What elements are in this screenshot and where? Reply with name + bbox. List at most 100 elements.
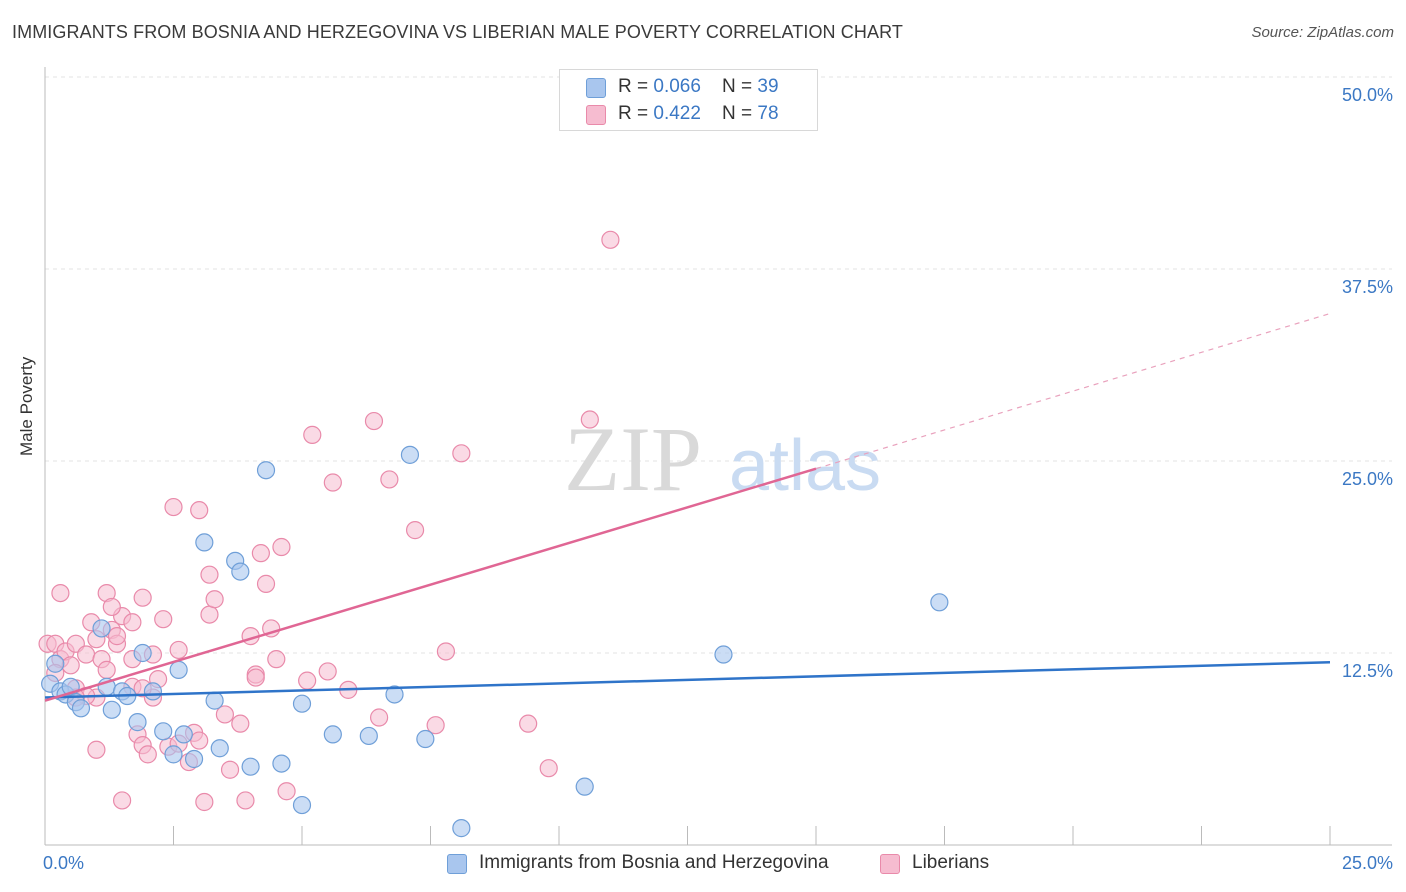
- liberians-point-13: [133, 588, 152, 607]
- bosnia-point-29: [292, 694, 312, 713]
- liberians-point-63: [200, 565, 219, 584]
- y-tick-label-3: 50.0%: [1342, 85, 1393, 105]
- tick-labels: 12.5% 25.0% 37.5% 50.0% 0.0% 25.0%: [43, 85, 1393, 873]
- bosnia-point-22: [210, 739, 229, 758]
- bosnia-point-13: [133, 643, 152, 663]
- bosnia-point-14: [143, 682, 163, 701]
- liberians-point-66: [87, 740, 106, 759]
- liberians-point-48: [303, 425, 322, 444]
- chart-title: IMMIGRANTS FROM BOSNIA AND HERZEGOVINA V…: [12, 22, 903, 42]
- liberians-point-71: [215, 705, 234, 724]
- bosnia-point-38: [930, 593, 949, 612]
- liberians-point-37: [220, 760, 240, 779]
- bosnia-point-28: [292, 795, 312, 815]
- liberians-point-12: [123, 613, 142, 632]
- liberians-point-53: [380, 470, 399, 489]
- y-tick-label-2: 37.5%: [1342, 277, 1393, 297]
- bosnia-point-36: [575, 777, 594, 796]
- liberians-point-15: [61, 656, 80, 675]
- liberians-point-36: [205, 590, 224, 609]
- bosnia-point-26: [256, 461, 276, 480]
- liberians-point-33: [190, 731, 209, 750]
- legend-swatch-blue: [586, 78, 606, 98]
- liberians-point-45: [272, 537, 291, 557]
- bottom-legend-blue-label: Immigrants from Bosnia and Herzegovina: [479, 852, 829, 873]
- liberians-point-74: [51, 583, 70, 603]
- legend-blue-n-label: N =: [722, 76, 758, 97]
- legend-blue-r-label: R =: [618, 76, 654, 97]
- liberians-point-34: [195, 792, 214, 812]
- liberians-point-72: [246, 668, 265, 687]
- bosnia-point-37: [714, 645, 733, 664]
- bosnia-point-27: [272, 754, 291, 773]
- liberians-point-62: [190, 501, 209, 520]
- liberians-point-39: [236, 791, 255, 810]
- liberians-point-61: [601, 230, 620, 249]
- bosnia-point-15: [154, 722, 173, 741]
- legend-blue-r-value: 0.066: [653, 76, 701, 97]
- liberians-point-42: [251, 544, 270, 563]
- y-tick-label-1: 25.0%: [1342, 469, 1393, 489]
- trend-line-bosnia: [44, 660, 1331, 699]
- bosnia-point-25: [241, 757, 260, 776]
- liberians-point-64: [164, 497, 183, 517]
- bottom-legend-pink-label: Liberians: [912, 852, 990, 873]
- liberians-point-46: [277, 782, 296, 801]
- legend-swatch-pink: [586, 105, 606, 125]
- trend-line-liberians-extension: [815, 312, 1331, 470]
- y-tick-label-0: 12.5%: [1342, 661, 1393, 681]
- bosnia-point-34: [416, 729, 435, 749]
- bosnia-point-20: [195, 533, 214, 552]
- liberians-point-59: [539, 759, 558, 778]
- bottom-legend-swatch-pink: [880, 854, 900, 874]
- x-tick-label-0: 0.0%: [43, 853, 84, 873]
- bosnia-point-31: [359, 726, 378, 746]
- liberians-point-21: [107, 627, 127, 646]
- bosnia-point-21: [205, 691, 224, 710]
- trend-lines: [44, 312, 1331, 702]
- liberians-point-56: [436, 642, 456, 661]
- bosnia-point-24: [231, 562, 250, 581]
- liberians-point-49: [318, 662, 337, 681]
- bosnia-point-18: [174, 725, 193, 744]
- watermark-atlas: atlas: [729, 426, 881, 506]
- bosnia-point-9: [102, 700, 121, 719]
- liberians-point-55: [426, 716, 445, 735]
- bosnia-point-16: [164, 745, 183, 764]
- legend: R = 0.066 N = 39 R = 0.422 N = 78: [559, 69, 818, 131]
- legend-blue-n-value: 39: [757, 76, 779, 97]
- liberians-point-43: [256, 574, 276, 593]
- liberians-point-50: [323, 473, 342, 492]
- liberians-point-52: [364, 411, 384, 431]
- bosnia-point-7: [92, 619, 111, 638]
- bosnia-point-32: [385, 685, 404, 704]
- liberians-point-58: [519, 714, 538, 733]
- bosnia-point-30: [323, 725, 342, 744]
- liberians-point-19: [97, 660, 116, 679]
- bottom-legend-swatch-blue: [447, 854, 467, 874]
- x-tick-label-1: 25.0%: [1342, 853, 1393, 873]
- watermark: ZIP atlas: [564, 408, 881, 510]
- bosnia-point-6: [71, 699, 91, 718]
- trend-line-liberians: [44, 467, 817, 702]
- source-label: Source: ZipAtlas.com: [1251, 24, 1394, 41]
- legend-pink-n-value: 78: [757, 103, 779, 124]
- axes: [44, 67, 1392, 846]
- bosnia-point-12: [128, 713, 147, 732]
- liberians-point-77: [370, 708, 389, 727]
- liberians-point-47: [298, 671, 317, 690]
- legend-pink-r-label: R =: [618, 103, 654, 124]
- liberians-point-67: [112, 791, 132, 810]
- bosnia-point-35: [452, 819, 471, 838]
- liberians-point-5: [77, 645, 96, 664]
- liberians-point-38: [231, 714, 250, 733]
- liberians-point-60: [580, 410, 599, 429]
- bosnia-point-1: [46, 654, 65, 673]
- bosnia-point-19: [184, 749, 204, 769]
- bosnia-point-17: [169, 660, 188, 679]
- liberians-point-35: [200, 605, 219, 624]
- liberians-point-20: [102, 597, 121, 617]
- liberians-point-73: [267, 650, 286, 669]
- liberians-point-57: [452, 444, 471, 463]
